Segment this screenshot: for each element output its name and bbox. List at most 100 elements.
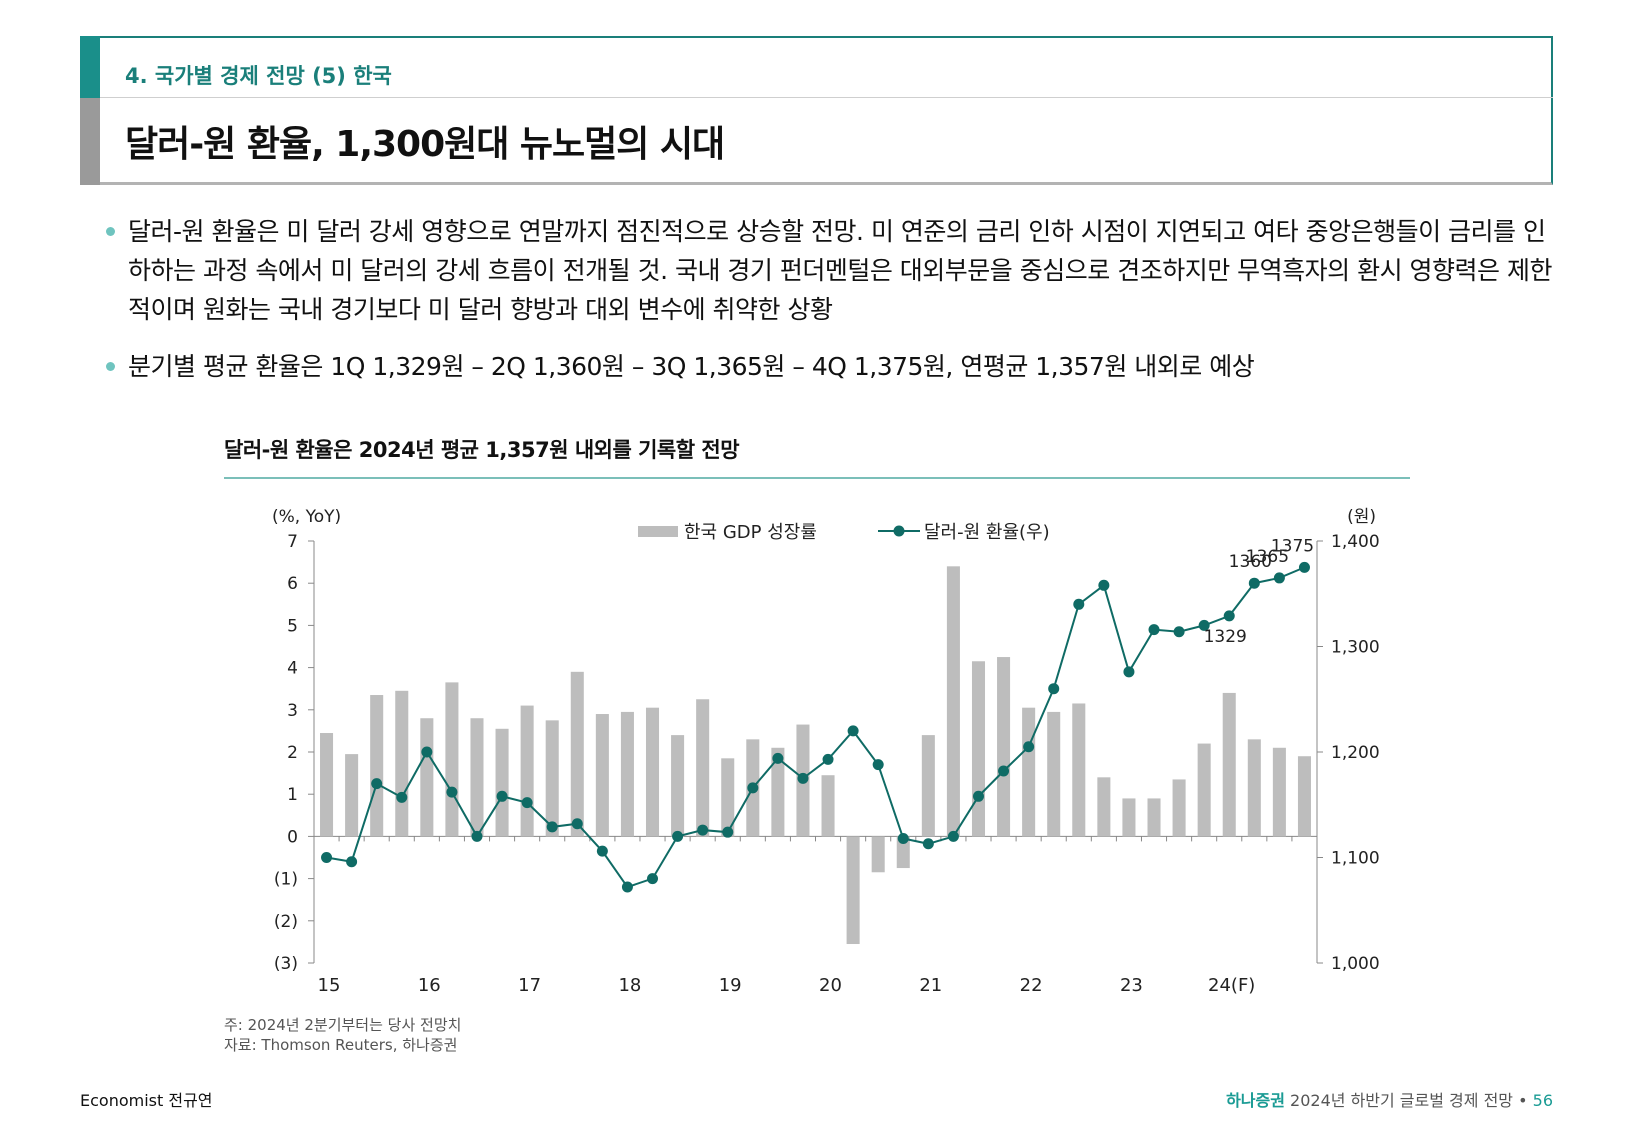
fx-rate-point — [1123, 666, 1135, 678]
fx-rate-point — [1098, 579, 1110, 591]
header-box — [80, 36, 1553, 185]
gdp-bar — [1047, 711, 1061, 837]
fx-rate-point — [647, 873, 659, 885]
fx-rate-point — [772, 752, 784, 764]
x-tick-label: 23 — [1120, 975, 1143, 996]
fx-rate-point — [421, 746, 433, 758]
fx-rate-point — [672, 830, 684, 842]
gdp-bar — [896, 836, 910, 869]
fx-rate-point — [747, 782, 759, 794]
gdp-bar — [1297, 756, 1311, 837]
right-tick-label: 1,200 — [1331, 743, 1380, 763]
x-tick-label: 24(F) — [1208, 975, 1255, 996]
fx-rate-line — [326, 566, 1305, 889]
left-axis-label: (%, YoY) — [272, 507, 341, 527]
fx-rate-point — [1048, 683, 1060, 695]
gdp-bar — [420, 718, 434, 837]
gdp-bar — [645, 707, 660, 837]
left-tick-label: 7 — [287, 532, 298, 552]
bullet-text: 달러-원 환율은 미 달러 강세 영향으로 연말까지 점진적으로 상승할 전망.… — [128, 217, 1553, 324]
gdp-bar — [545, 720, 559, 837]
gdp-bar — [721, 758, 735, 837]
fx-rate-point — [446, 786, 458, 798]
x-tick-label: 19 — [719, 975, 742, 996]
footer-author: Economist 전규연 — [80, 1091, 213, 1110]
legend-bar-label: 한국 GDP 성장률 — [684, 522, 817, 543]
gdp-bar — [1097, 777, 1111, 837]
chart-title-underline — [224, 477, 1410, 479]
section-label: 4. 국가별 경제 전망 (5) 한국 — [125, 64, 392, 88]
gdp-bar — [470, 718, 484, 837]
header-accent-bar — [80, 36, 100, 98]
page-title: 달러-원 환율, 1,300원대 뉴노멀의 시대 — [125, 124, 725, 165]
x-tick-label: 15 — [318, 975, 341, 996]
fx-rate-point — [822, 753, 834, 765]
gdp-bar — [495, 728, 509, 837]
data-label: 1329 — [1204, 627, 1247, 647]
x-tick-label: 20 — [819, 975, 842, 996]
fx-rate-point — [1273, 572, 1285, 584]
x-tick-label: 21 — [919, 975, 942, 996]
fx-rate-point — [1148, 624, 1160, 636]
fx-rate-point — [1248, 577, 1260, 589]
gdp-bar — [620, 711, 634, 837]
chart-note: 주: 2024년 2분기부터는 당사 전망치 — [224, 1016, 462, 1034]
gdp-bar — [671, 735, 685, 837]
left-tick-label: (3) — [274, 954, 298, 974]
page-number: 56 — [1532, 1091, 1553, 1110]
footer-separator: • — [1513, 1091, 1533, 1110]
fx-rate-point — [972, 790, 984, 802]
gdp-bar — [821, 775, 835, 837]
header-title-bar — [80, 98, 100, 185]
legend-line-marker — [893, 525, 905, 537]
fx-rate-point — [722, 826, 734, 838]
fx-rate-point — [471, 830, 483, 842]
fx-rate-point — [396, 791, 408, 803]
x-tick-label: 22 — [1020, 975, 1043, 996]
gdp-bar — [921, 735, 935, 837]
gdp-bar — [1147, 798, 1161, 837]
fx-rate-point — [1298, 561, 1310, 573]
bullet-dot-icon — [106, 362, 115, 371]
gdp-bar — [1197, 743, 1211, 837]
right-tick-label: 1,300 — [1331, 638, 1380, 658]
gdp-bar — [595, 714, 609, 837]
gdp-bar — [320, 733, 334, 837]
fx-rate-point — [1223, 610, 1235, 622]
gdp-bar — [395, 690, 409, 837]
gdp-bar — [445, 682, 459, 837]
fx-rate-point — [797, 772, 809, 784]
gdp-bar — [1022, 707, 1036, 837]
left-tick-label: (2) — [274, 912, 298, 932]
data-label: 1375 — [1271, 536, 1314, 556]
gdp-bar — [1222, 692, 1236, 837]
fx-rate-point — [621, 881, 633, 893]
left-tick-label: 5 — [287, 616, 298, 636]
fx-rate-point — [321, 852, 333, 863]
x-tick-label: 17 — [518, 975, 541, 996]
gdp-bar — [1122, 798, 1136, 837]
right-axis-label: (원) — [1347, 507, 1376, 527]
left-tick-label: (1) — [274, 870, 298, 890]
left-tick-label: 3 — [287, 701, 298, 721]
fx-rate-point — [998, 765, 1010, 777]
left-tick-label: 2 — [287, 743, 298, 763]
right-tick-label: 1,100 — [1331, 849, 1380, 869]
chart-title: 달러-원 환율은 2024년 평균 1,357원 내외를 기록할 전망 — [224, 438, 740, 462]
fx-rate-point — [1073, 598, 1085, 610]
left-tick-label: 4 — [287, 659, 298, 679]
fx-rate-point — [546, 821, 558, 833]
right-tick-label: 1,400 — [1331, 532, 1380, 552]
fx-rate-point — [1023, 741, 1035, 753]
fx-rate-point — [1173, 626, 1185, 638]
fx-rate-point — [1198, 619, 1210, 631]
fx-rate-point — [346, 856, 358, 868]
x-tick-label: 18 — [618, 975, 641, 996]
gdp-bar — [345, 754, 359, 837]
fx-rate-point — [847, 725, 859, 737]
gdp-bar — [1072, 703, 1086, 837]
gdp-bar — [946, 566, 960, 837]
fx-rate-point — [922, 838, 934, 850]
gdp-bar — [871, 836, 885, 873]
